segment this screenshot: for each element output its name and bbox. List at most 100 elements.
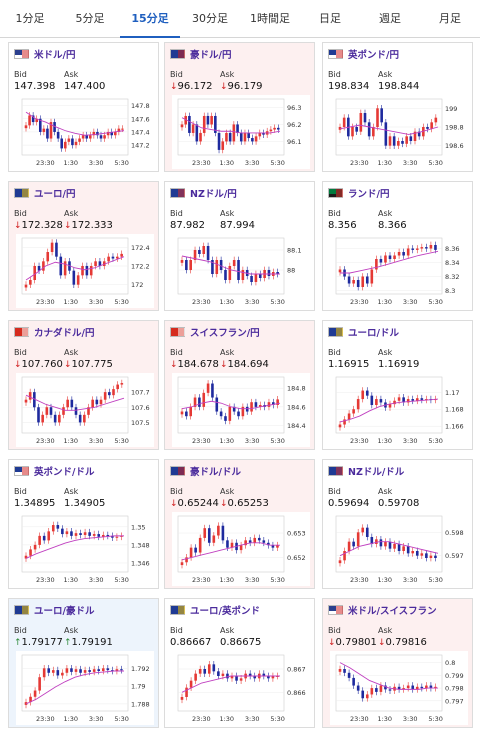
candle: [185, 557, 188, 563]
rate-card[interactable]: NZドル/円 Bid Ask 87.982 87.994 88.1 88 23:30 1:30 3…: [164, 181, 315, 311]
x-tick-label: 3:30: [245, 298, 260, 306]
rate-card[interactable]: ユーロ/円 Bid Ask ↓172.328 ↓172.333 172.4 172.2 172…: [8, 181, 159, 311]
price-chart[interactable]: 0.867 0.866 23:30 1:30 3:30 5:30: [172, 651, 310, 725]
candle: [347, 413, 351, 420]
tab-timeframe-7[interactable]: 月足: [439, 12, 461, 25]
candle: [417, 131, 421, 137]
pair-name[interactable]: ランド/円: [348, 189, 390, 200]
price-chart[interactable]: 147.8 147.6 147.4 147.2 23:30 1:30 3:30 5:30: [16, 95, 154, 169]
pair-name[interactable]: カナダドル/円: [34, 328, 95, 339]
candle: [380, 108, 383, 123]
pair-name[interactable]: ユーロ/ドル: [348, 328, 399, 339]
moving-average-line: [339, 124, 439, 135]
price-chart[interactable]: 0.598 0.597 23:30 1:30 3:30 5:30: [330, 512, 468, 586]
candle: [406, 248, 410, 256]
candle: [420, 398, 424, 400]
ask-value: 198.844: [378, 81, 419, 92]
rate-card[interactable]: 米ドル/スイスフラン Bid Ask ↓0.79801 ↓0.79816 0.8 0.799…: [322, 598, 473, 728]
moving-average-line: [25, 256, 125, 281]
trend-arrow-icon: ↓: [170, 360, 178, 370]
rate-card[interactable]: 米ドル/円 Bid Ask 147.398 147.400 147.8 147.6 147.4…: [8, 42, 159, 172]
rate-card[interactable]: NZドル/ドル Bid Ask 0.59694 0.59708 0.598 0.597 23:…: [322, 459, 473, 589]
x-tick-label: 3:30: [245, 159, 260, 167]
chart-frame: [177, 654, 285, 712]
pair-name[interactable]: 英ポンド/円: [348, 50, 399, 61]
tab-timeframe-4[interactable]: 1時間足: [250, 12, 290, 25]
pair-name[interactable]: スイスフラン/円: [190, 328, 260, 339]
price-chart[interactable]: 1.792 1.79 1.788 23:30 1:30 3:30 5:30: [16, 651, 154, 725]
pair-name[interactable]: ユーロ/豪ドル: [34, 606, 95, 617]
price-chart[interactable]: 1.17 1.168 1.166 23:30 1:30 3:30 5:30: [330, 373, 468, 447]
pair-name[interactable]: NZドル/円: [190, 189, 237, 200]
candle: [120, 253, 123, 257]
price-chart[interactable]: 172.4 172.2 172 23:30 1:30 3:30 5:30: [16, 234, 154, 308]
rate-card[interactable]: ユーロ/ドル Bid Ask 1.16915 1.16919 1.17 1.168 1.166…: [322, 320, 473, 450]
candle: [262, 673, 266, 676]
y-tick-label: 0.652: [287, 554, 306, 562]
x-tick-label: 3:30: [403, 437, 418, 445]
rate-card[interactable]: 豪ドル/円 Bid Ask ↓96.172 ↓96.179 96.3 96.2 96.1 23:…: [164, 42, 315, 172]
x-tick-label: 1:30: [63, 576, 78, 584]
rate-card[interactable]: ユーロ/英ポンド Bid Ask 0.86667 0.86675 0.867 0.866 23…: [164, 598, 315, 728]
candle: [115, 536, 119, 538]
x-tick-label: 1:30: [219, 298, 234, 306]
pair-header: ランド/円: [328, 185, 389, 201]
price-chart[interactable]: 96.3 96.2 96.1 23:30 1:30 3:30 5:30: [172, 95, 310, 169]
pair-name[interactable]: ユーロ/英ポンド: [190, 606, 260, 617]
pair-name[interactable]: 豪ドル/ドル: [190, 467, 241, 478]
tab-timeframe-2[interactable]: 15分足: [120, 0, 180, 38]
bid-value: ↓0.79801: [328, 637, 377, 648]
price-chart[interactable]: 0.653 0.652 23:30 1:30 3:30 5:30: [172, 512, 310, 586]
pair-name[interactable]: 英ポンド/ドル: [34, 467, 95, 478]
rate-card[interactable]: 英ポンド/ドル Bid Ask 1.34895 1.34905 1.35 1.348 1.34…: [8, 459, 159, 589]
tab-timeframe-5[interactable]: 日足: [319, 12, 341, 25]
bid-label: Bid: [14, 209, 27, 218]
tab-timeframe-1[interactable]: 5分足: [75, 12, 105, 25]
candle: [245, 406, 249, 412]
price-chart[interactable]: 107.7 107.6 107.5 23:30 1:30 3:30 5:30: [16, 373, 154, 447]
pair-name[interactable]: ユーロ/円: [34, 189, 76, 200]
rate-card[interactable]: カナダドル/円 Bid Ask ↓107.760 ↓107.775 107.7 107.6 1…: [8, 320, 159, 450]
pair-name[interactable]: 米ドル/円: [34, 50, 76, 61]
candle: [351, 127, 354, 137]
candle: [42, 261, 45, 271]
price-chart[interactable]: 184.8 184.6 184.4 23:30 1:30 3:30 5:30: [172, 373, 310, 447]
candle: [193, 397, 197, 407]
x-tick-label: 1:30: [63, 437, 78, 445]
price-chart[interactable]: 199 198.8 198.6 23:30 1:30 3:30 5:30: [330, 95, 468, 169]
tab-timeframe-0[interactable]: 1分足: [15, 12, 45, 25]
x-tick-label: 23:30: [350, 715, 369, 723]
bid-label: Bid: [170, 487, 183, 496]
price-chart[interactable]: 88.1 88 23:30 1:30 3:30 5:30: [172, 234, 310, 308]
rate-card[interactable]: ユーロ/豪ドル Bid Ask ↑1.79177 ↑1.79191 1.792 1.79 1.…: [8, 598, 159, 728]
eu-flag-icon: [14, 605, 29, 615]
tab-timeframe-3[interactable]: 30分足: [192, 12, 228, 25]
ask-label: Ask: [220, 626, 235, 635]
candle: [352, 541, 355, 547]
candle: [198, 397, 201, 407]
x-tick-label: 23:30: [350, 159, 369, 167]
rate-card[interactable]: ランド/円 Bid Ask 8.356 8.366 8.36 8.34 8.32 8.3 23:3…: [322, 181, 473, 311]
price-chart[interactable]: 8.36 8.34 8.32 8.3 23:30 1:30 3:30 5:30: [330, 234, 468, 308]
tab-timeframe-6[interactable]: 週足: [379, 12, 401, 25]
rate-card[interactable]: 英ポンド/円 Bid Ask 198.834 198.844 199 198.8 198.6 2…: [322, 42, 473, 172]
bid-value: 147.398: [14, 81, 55, 92]
candle: [384, 541, 387, 547]
candle: [356, 685, 360, 691]
pair-name[interactable]: 米ドル/スイスフラン: [348, 606, 437, 617]
candle: [113, 131, 117, 136]
nz-flag-icon: [170, 188, 185, 198]
candle: [202, 246, 206, 254]
price-chart[interactable]: 0.8 0.799 0.798 0.797 23:30 1:30 3:30 5:30: [330, 651, 468, 725]
candle: [409, 136, 413, 141]
y-tick-label: 8.32: [445, 273, 459, 281]
ask-label: Ask: [220, 348, 235, 357]
pair-name[interactable]: NZドル/ドル: [348, 467, 405, 478]
pair-name[interactable]: 豪ドル/円: [190, 50, 232, 61]
candle: [83, 670, 87, 673]
candle: [72, 270, 76, 285]
candle: [214, 115, 217, 133]
rate-card[interactable]: スイスフラン/円 Bid Ask ↓184.678 ↓184.694 184.8 184.6…: [164, 320, 315, 450]
rate-card[interactable]: 豪ドル/ドル Bid Ask ↓0.65244 ↓0.65253 0.653 0.652 23…: [164, 459, 315, 589]
price-chart[interactable]: 1.35 1.348 1.346 23:30 1:30 3:30 5:30: [16, 512, 154, 586]
